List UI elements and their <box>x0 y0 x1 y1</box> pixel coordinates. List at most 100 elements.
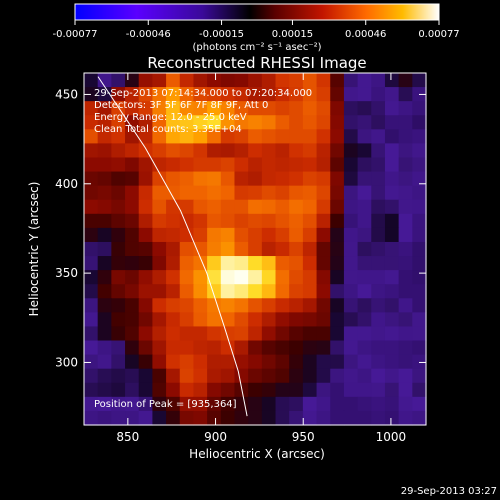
heatmap-cell <box>84 410 99 426</box>
heatmap-cell <box>166 256 181 271</box>
heatmap-cell <box>152 157 167 173</box>
heatmap-cell <box>289 270 304 285</box>
heatmap-cell <box>84 199 99 215</box>
heatmap-cell <box>398 227 413 243</box>
heatmap-cell <box>289 87 304 102</box>
heatmap-cell <box>261 73 277 88</box>
heatmap-cell <box>371 410 386 426</box>
heatmap-cell <box>248 143 263 159</box>
heatmap-cell <box>316 171 331 187</box>
colorbar-tick-label: -0.00077 <box>53 29 98 40</box>
heatmap-cell <box>398 368 413 384</box>
heatmap-cell <box>316 101 331 116</box>
heatmap-cell <box>111 256 126 271</box>
heatmap-cell <box>138 396 153 412</box>
heatmap-cell <box>84 171 99 187</box>
heatmap-cell <box>125 396 140 412</box>
heatmap-cell <box>302 115 318 130</box>
heatmap-cell <box>302 171 318 187</box>
heatmap-cell <box>330 213 345 229</box>
heatmap-cell <box>302 213 318 229</box>
heatmap-cell <box>193 73 208 88</box>
heatmap-cell <box>97 368 112 384</box>
heatmap-cell <box>234 227 249 243</box>
heatmap-cell <box>97 227 112 243</box>
heatmap-cell <box>302 241 318 257</box>
heatmap-cell <box>207 241 222 257</box>
heatmap-cell <box>261 410 277 426</box>
heatmap-cell <box>412 256 427 271</box>
heatmap-cell <box>398 326 413 342</box>
heatmap-cell <box>371 185 386 201</box>
heatmap-cell <box>275 312 290 328</box>
heatmap-cell <box>152 256 167 271</box>
heatmap-cell <box>234 340 249 356</box>
heatmap-cell <box>275 129 290 144</box>
heatmap-cell <box>412 227 427 243</box>
heatmap-cell <box>207 129 222 144</box>
heatmap-cell <box>330 312 345 328</box>
heatmap-cell <box>412 241 427 257</box>
heatmap-cell <box>371 326 386 342</box>
heatmap-cell <box>384 340 400 356</box>
heatmap-cell <box>398 284 413 299</box>
heatmap-cell <box>261 241 277 257</box>
heatmap-cell <box>316 227 331 243</box>
heatmap-cell <box>316 312 331 328</box>
heatmap-cell <box>207 101 222 116</box>
heatmap-cell <box>316 382 331 398</box>
heatmap-cell <box>84 73 99 88</box>
heatmap-cell <box>125 368 140 384</box>
heatmap-cell <box>371 199 386 215</box>
heatmap-cell <box>275 199 290 215</box>
heatmap-cell <box>193 185 208 201</box>
heatmap-cell <box>125 213 140 229</box>
heatmap-cell <box>220 298 236 313</box>
heatmap-cell <box>289 241 304 257</box>
heatmap-cell <box>84 185 99 201</box>
heatmap-cell <box>384 284 400 299</box>
heatmap-cell <box>384 354 400 370</box>
heatmap-cell <box>152 270 167 285</box>
heatmap-cell <box>302 185 318 201</box>
heatmap-cell <box>330 284 345 299</box>
heatmap-cell <box>111 185 126 201</box>
heatmap-cell <box>343 157 359 173</box>
heatmap-cell <box>412 199 427 215</box>
heatmap-cell <box>97 143 112 159</box>
heatmap-cell <box>343 256 359 271</box>
heatmap-cell <box>179 256 195 271</box>
heatmap-cell <box>261 298 277 313</box>
heatmap-cell <box>398 382 413 398</box>
heatmap-cell <box>316 213 331 229</box>
heatmap-cell <box>343 396 359 412</box>
heatmap-cell <box>275 382 290 398</box>
heatmap-cell <box>316 326 331 342</box>
heatmap-cell <box>138 143 153 159</box>
heatmap-cell <box>166 115 181 130</box>
heatmap-cell <box>261 129 277 144</box>
heatmap-cell <box>343 298 359 313</box>
heatmap-cell <box>371 396 386 412</box>
heatmap-cell <box>234 143 249 159</box>
heatmap-cell <box>84 382 99 398</box>
heatmap-cell <box>289 354 304 370</box>
heatmap-cell <box>289 298 304 313</box>
heatmap-cell <box>166 312 181 328</box>
heatmap-cell <box>125 101 140 116</box>
heatmap-cell <box>302 101 318 116</box>
heatmap-cell <box>261 284 277 299</box>
heatmap-cell <box>111 410 126 426</box>
heatmap-cell <box>384 396 400 412</box>
heatmap-cell <box>261 185 277 201</box>
heatmap-cell <box>330 298 345 313</box>
heatmap-cell <box>138 241 153 257</box>
heatmap-cell <box>371 241 386 257</box>
heatmap-cell <box>248 270 263 285</box>
heatmap-cell <box>384 213 400 229</box>
heatmap-cell <box>179 312 195 328</box>
heatmap-cell <box>138 410 153 426</box>
heatmap-cell <box>261 87 277 102</box>
heatmap-cell <box>97 284 112 299</box>
heatmap-cell <box>357 241 372 257</box>
